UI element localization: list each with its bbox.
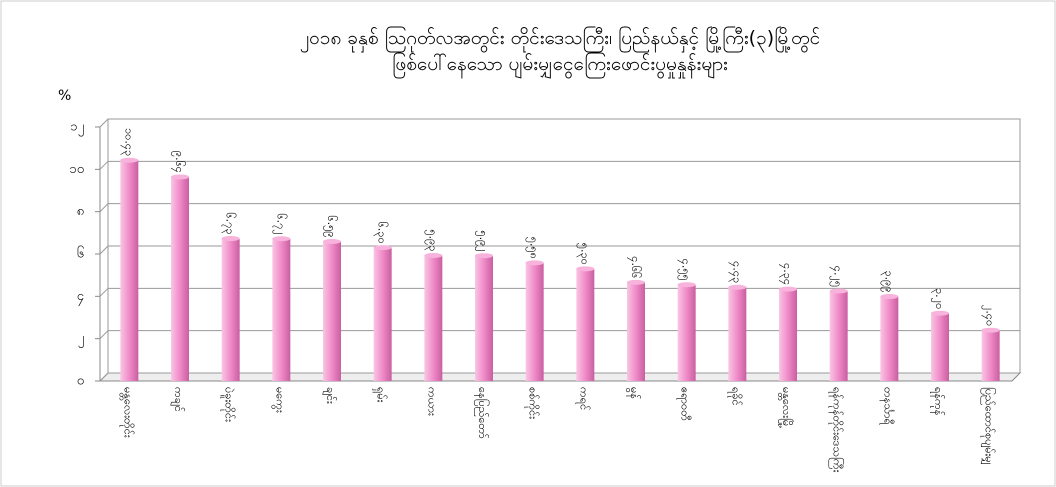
x-tick-label: ကရင် xyxy=(575,387,590,410)
y-tick-label: ၁၀ xyxy=(69,162,84,177)
data-label: ၆.၇၂ xyxy=(272,213,287,234)
y-tick-label: ၆ xyxy=(77,246,84,262)
grid-line xyxy=(99,203,1020,213)
y-axis-label: % xyxy=(58,88,71,104)
grid-line xyxy=(99,372,1020,382)
bar xyxy=(677,284,696,381)
data-label: ၄.၄၃ xyxy=(728,261,743,283)
y-tick-label: ၈ xyxy=(77,204,84,219)
bar xyxy=(120,160,139,381)
bar-top xyxy=(627,279,645,285)
data-label: ၃.၉၉ xyxy=(880,270,895,292)
bar-top xyxy=(880,294,899,300)
bar-top xyxy=(779,286,797,292)
y-tick-label: ၀ xyxy=(77,374,84,389)
chart-subtitle: ဖြစ်ပေါ်နေသော ပျမ်းမျှငွေကြေးဖောင်းပွမှု… xyxy=(392,51,728,79)
bar xyxy=(728,287,747,381)
bar xyxy=(525,262,544,381)
bar xyxy=(880,296,899,381)
grid-line xyxy=(99,287,1020,297)
data-label: ၄.၆၆ xyxy=(627,256,642,278)
data-label: ၃.၂၀ xyxy=(931,288,946,309)
data-label: ၂.၄၀ xyxy=(982,305,997,326)
bar xyxy=(221,238,240,381)
bar xyxy=(424,255,443,381)
bar-top xyxy=(323,239,341,245)
bar xyxy=(171,176,189,381)
data-label: ၆.၇၃ xyxy=(222,212,237,234)
bar-top xyxy=(221,236,240,242)
x-tick-label: ရခိုင် xyxy=(727,387,742,406)
data-label: ၄.၃၄ xyxy=(779,263,794,285)
bar-top xyxy=(728,284,747,290)
grid-line xyxy=(99,118,1020,128)
data-label: ၅.၉၂ xyxy=(475,230,490,251)
data-label: ၄.၂၅ xyxy=(830,266,845,287)
x-tick-label: မန္တလေးတိုင်း xyxy=(119,387,134,438)
bar-top xyxy=(424,252,443,258)
data-label: ၆.၃၀ xyxy=(374,222,389,244)
bar-top xyxy=(829,288,848,294)
x-tick-label: ဧရာဝတီ xyxy=(677,387,692,421)
data-label: ၄.၅၅ xyxy=(678,259,693,281)
bar-top xyxy=(525,260,544,266)
grid-line xyxy=(99,330,1020,340)
bar xyxy=(931,313,949,381)
bar xyxy=(272,238,291,381)
x-tick-label: မန္တလေးမြို့ xyxy=(778,387,794,428)
x-tick-label: ရှမ်း xyxy=(373,387,388,403)
y-tick-label: ၁၂ xyxy=(70,120,84,137)
bar-top xyxy=(120,157,139,163)
bar-top xyxy=(272,236,291,242)
grid-line xyxy=(99,160,1020,170)
bar xyxy=(981,330,1000,381)
grid-line xyxy=(99,245,1020,255)
bar xyxy=(323,241,341,381)
data-label: ၁၀.၄၃ xyxy=(120,128,135,156)
y-tick-label: ၄ xyxy=(77,289,85,306)
bar-top xyxy=(171,174,189,180)
bar-top xyxy=(475,253,493,259)
bar-top xyxy=(373,245,392,251)
y-tick-label: ၂ xyxy=(78,331,84,348)
x-tick-label: မွန် xyxy=(626,387,641,399)
bar xyxy=(373,247,392,381)
data-label: ၉.၆၄ xyxy=(171,151,186,173)
bar xyxy=(627,282,645,381)
x-tick-label: ရန်ကုန်တိုင်းဒေသကြီး xyxy=(829,387,845,473)
bar xyxy=(475,255,493,381)
x-tick-label: ကယား xyxy=(425,387,438,416)
x-tick-label: ကချင် xyxy=(170,387,185,412)
bar-top xyxy=(677,282,696,288)
x-tick-label: ပြည်ထောင်စုပျမ်းမျှ xyxy=(981,387,997,465)
bar xyxy=(779,289,797,381)
x-tick-label: တနင်္သာရီ xyxy=(879,387,894,426)
data-label: ၅.၃၀ xyxy=(576,243,591,265)
x-tick-label: စစ်ကိုင်း xyxy=(525,387,540,419)
x-tick-label: နေပြည်တော် xyxy=(474,387,490,439)
x-tick-label: ရန်ကုန် xyxy=(930,387,945,415)
x-tick-label: ပဲခူးတိုင်း xyxy=(221,387,236,422)
bar xyxy=(576,268,595,381)
data-label: ၅.၅၈ xyxy=(526,237,541,259)
chart-title: ၂၀၁၈ ခုနှစ် ဩဂုတ်လအတွင်း တိုင်းဒေသကြီး၊ … xyxy=(300,25,821,53)
data-label: ၅.၉၃ xyxy=(424,229,439,251)
bar-top xyxy=(931,310,949,316)
bar xyxy=(829,291,848,381)
bar-top xyxy=(576,266,595,272)
x-tick-label: ချင်း xyxy=(322,387,337,404)
bar-top xyxy=(981,327,1000,333)
x-tick-label: မကွေး xyxy=(271,387,286,413)
data-label: ၆.၅၉ xyxy=(323,215,338,237)
